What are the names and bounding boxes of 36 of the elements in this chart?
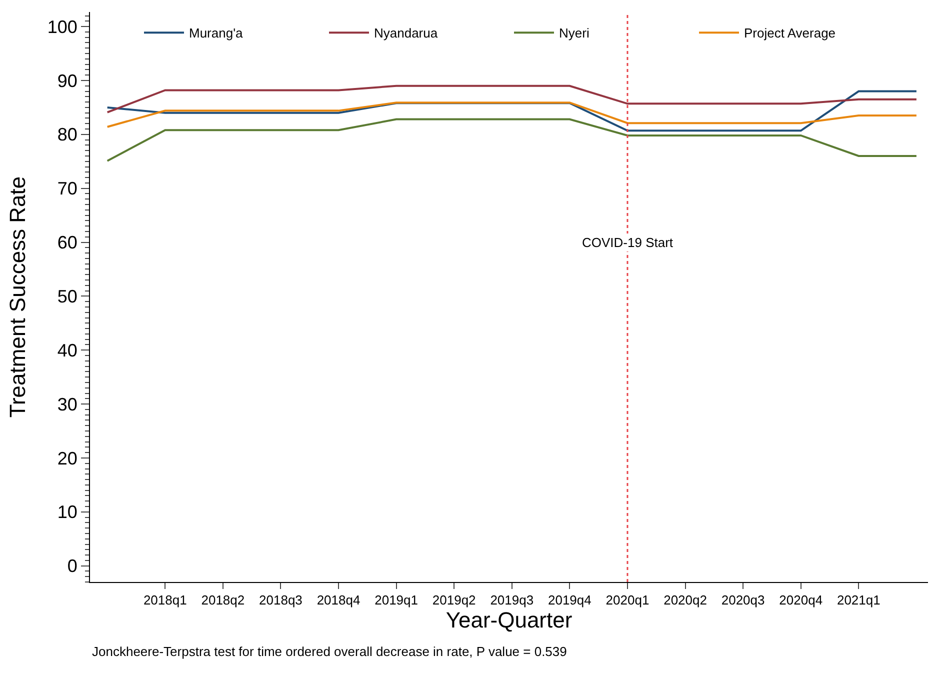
x-tick-label: 2019q1 <box>374 592 418 608</box>
x-tick-label: 2019q3 <box>490 592 534 608</box>
x-tick-label: 2018q4 <box>316 592 360 608</box>
line-series <box>106 84 918 114</box>
x-tick-label: 2021q1 <box>836 592 880 608</box>
x-axis-title: Year-Quarter <box>446 608 572 633</box>
x-tick-label: 2019q2 <box>432 592 476 608</box>
legend-label: Nyandarua <box>374 26 438 41</box>
line-series <box>106 90 918 132</box>
y-tick-label: 80 <box>57 124 78 145</box>
line-series <box>106 102 918 128</box>
y-tick-label: 50 <box>57 286 78 306</box>
y-tick-label: 40 <box>57 340 78 360</box>
text: Jonckheere-Terpstra test for time ordered overall decrease in rate, P value = 0.539 <box>92 644 567 659</box>
y-tick-label: 0 <box>67 556 78 576</box>
y-tick-label: 70 <box>57 178 78 199</box>
y-tick-label: 60 <box>57 232 78 253</box>
x-tick-label: 2020q1 <box>606 592 650 608</box>
x-tick-label: 2018q3 <box>259 592 302 608</box>
line-series <box>106 118 918 162</box>
x-tick-label: 2020q2 <box>664 592 707 608</box>
annotation: COVID-19 Start <box>582 235 674 250</box>
y-tick-label: 10 <box>57 502 78 522</box>
x-tick-label: 2020q3 <box>721 592 765 608</box>
legend-label: Nyeri <box>559 26 590 41</box>
legend-label: Murang'a <box>189 26 244 41</box>
x-tick-label: 2018q1 <box>143 592 187 608</box>
y-axis-title: Treatment Success Rate <box>5 176 30 418</box>
x-tick-label: 2020q4 <box>779 592 823 608</box>
y-tick-label: 20 <box>57 448 78 468</box>
legend-label: Project Average <box>744 26 836 41</box>
x-tick-label: 2019q4 <box>548 592 592 608</box>
y-tick-label: 100 <box>47 16 78 37</box>
y-tick-label: 90 <box>57 70 78 91</box>
x-tick-label: 2018q2 <box>201 592 245 608</box>
y-tick-label: 30 <box>57 394 78 414</box>
